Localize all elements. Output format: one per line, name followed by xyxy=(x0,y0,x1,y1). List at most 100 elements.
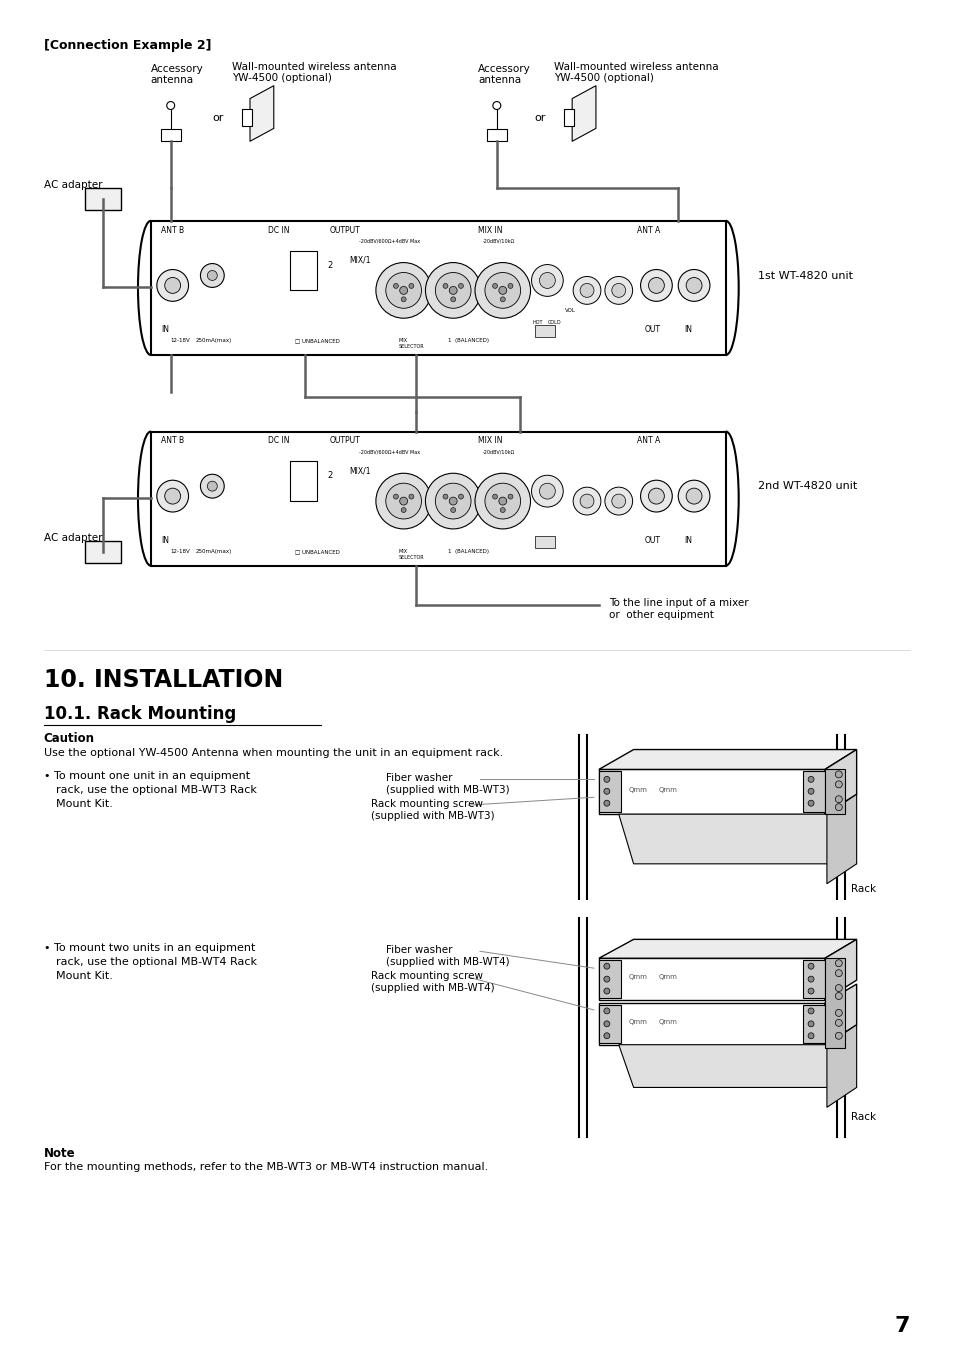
Circle shape xyxy=(678,480,709,512)
Circle shape xyxy=(399,286,407,295)
Circle shape xyxy=(573,277,600,304)
Text: Accessory
antenna: Accessory antenna xyxy=(477,63,530,85)
Polygon shape xyxy=(826,1025,856,1108)
Circle shape xyxy=(399,497,407,505)
Circle shape xyxy=(449,286,456,295)
Bar xyxy=(535,326,555,338)
Polygon shape xyxy=(824,750,856,815)
Text: Qmm: Qmm xyxy=(658,788,677,793)
Text: rack, use the optional MB-WT3 Rack: rack, use the optional MB-WT3 Rack xyxy=(55,785,256,796)
Circle shape xyxy=(435,273,471,308)
Text: Use the optional YW-4500 Antenna when mounting the unit in an equipment rack.: Use the optional YW-4500 Antenna when mo… xyxy=(44,747,502,758)
Text: • To mount one unit in an equipment: • To mount one unit in an equipment xyxy=(44,771,250,781)
Circle shape xyxy=(835,804,841,811)
Circle shape xyxy=(538,273,555,288)
Polygon shape xyxy=(824,939,856,1000)
Text: MIX/1: MIX/1 xyxy=(349,466,370,476)
Polygon shape xyxy=(824,984,856,1044)
Text: 12-18V: 12-18V xyxy=(171,338,191,343)
Text: 1  (BALANCED): 1 (BALANCED) xyxy=(448,549,489,554)
Text: ANT B: ANT B xyxy=(161,226,184,235)
Text: For the mounting methods, refer to the MB-WT3 or MB-WT4 instruction manual.: For the mounting methods, refer to the M… xyxy=(44,1162,488,1171)
Bar xyxy=(151,431,725,566)
Text: OUTPUT: OUTPUT xyxy=(329,436,359,446)
Text: 250mA(max): 250mA(max) xyxy=(195,549,232,554)
Text: or: or xyxy=(534,113,545,123)
Text: (supplied with MB-WT4): (supplied with MB-WT4) xyxy=(371,984,494,993)
Circle shape xyxy=(835,771,841,778)
Circle shape xyxy=(685,488,701,504)
Bar xyxy=(477,489,490,501)
Text: MIX IN: MIX IN xyxy=(477,436,502,446)
Text: □ UNBALANCED: □ UNBALANCED xyxy=(294,549,339,554)
Circle shape xyxy=(807,1008,813,1013)
Circle shape xyxy=(409,284,414,288)
Circle shape xyxy=(531,265,562,296)
Text: 10. INSTALLATION: 10. INSTALLATION xyxy=(44,667,283,692)
Circle shape xyxy=(484,484,520,519)
Circle shape xyxy=(450,508,456,512)
Text: OUT: OUT xyxy=(644,326,659,334)
Circle shape xyxy=(484,273,520,308)
Circle shape xyxy=(648,277,663,293)
Text: HOT: HOT xyxy=(532,320,542,326)
Bar xyxy=(563,108,574,127)
Text: or: or xyxy=(213,113,223,123)
Circle shape xyxy=(807,1021,813,1027)
Polygon shape xyxy=(598,750,856,770)
Text: 2: 2 xyxy=(327,471,333,480)
Circle shape xyxy=(531,476,562,507)
Circle shape xyxy=(538,484,555,499)
Circle shape xyxy=(611,494,625,508)
Circle shape xyxy=(449,497,456,505)
Bar xyxy=(86,540,121,563)
Text: MIX
SELECTOR: MIX SELECTOR xyxy=(398,338,424,349)
Bar xyxy=(598,1005,620,1043)
Text: AC adapter: AC adapter xyxy=(44,180,102,190)
Text: Qmm: Qmm xyxy=(628,1019,647,1025)
Text: (supplied with MB-WT3): (supplied with MB-WT3) xyxy=(371,811,494,821)
Bar xyxy=(802,1005,824,1043)
Text: Note: Note xyxy=(44,1147,75,1161)
Text: -20dBV/10kΩ: -20dBV/10kΩ xyxy=(482,239,515,243)
Text: MIX
SELECTOR: MIX SELECTOR xyxy=(398,549,424,559)
Text: rack, use the optional MB-WT4 Rack: rack, use the optional MB-WT4 Rack xyxy=(55,958,256,967)
Text: • To mount two units in an equipment: • To mount two units in an equipment xyxy=(44,943,254,954)
Circle shape xyxy=(385,484,421,519)
Circle shape xyxy=(807,977,813,982)
Text: (supplied with MB-WT4): (supplied with MB-WT4) xyxy=(385,958,509,967)
Text: □ UNBALANCED: □ UNBALANCED xyxy=(294,338,339,343)
Circle shape xyxy=(475,473,530,528)
Bar xyxy=(598,771,620,812)
Circle shape xyxy=(685,277,701,293)
Bar xyxy=(598,961,620,998)
Circle shape xyxy=(200,474,224,499)
Text: 10.1. Rack Mounting: 10.1. Rack Mounting xyxy=(44,705,235,723)
Text: Qmm: Qmm xyxy=(658,974,677,979)
Circle shape xyxy=(611,284,625,297)
Text: Rack mounting screw: Rack mounting screw xyxy=(371,800,482,809)
Text: COLD: COLD xyxy=(547,320,560,326)
Text: Qmm: Qmm xyxy=(628,788,647,793)
Circle shape xyxy=(835,970,841,977)
Polygon shape xyxy=(598,770,824,815)
Text: -20dBV/600Ω+4dBV Max: -20dBV/600Ω+4dBV Max xyxy=(358,450,419,454)
Circle shape xyxy=(475,262,530,319)
Circle shape xyxy=(678,269,709,301)
Text: Rack: Rack xyxy=(850,1112,875,1123)
Text: To the line input of a mixer
or  other equipment: To the line input of a mixer or other eq… xyxy=(608,598,748,620)
Text: IN: IN xyxy=(683,536,692,544)
Circle shape xyxy=(603,788,609,794)
Circle shape xyxy=(165,488,180,504)
Circle shape xyxy=(579,494,594,508)
Circle shape xyxy=(207,481,217,492)
Circle shape xyxy=(603,800,609,807)
Circle shape xyxy=(508,494,513,499)
Text: MIX IN: MIX IN xyxy=(477,226,502,235)
Text: Mount Kit.: Mount Kit. xyxy=(55,800,112,809)
Circle shape xyxy=(156,269,189,301)
Circle shape xyxy=(458,494,463,499)
Bar xyxy=(824,958,843,1047)
Polygon shape xyxy=(598,958,824,1000)
Circle shape xyxy=(835,1020,841,1027)
